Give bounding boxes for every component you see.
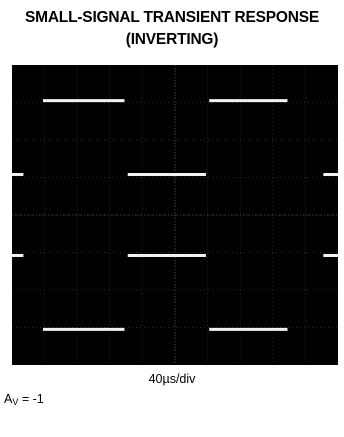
gain-value: = -1	[18, 392, 44, 406]
chart-subtitle: (INVERTING)	[125, 31, 219, 48]
chart-title: SMALL-SIGNAL TRANSIENT RESPONSE	[24, 9, 320, 26]
gain-subscript: V	[12, 397, 19, 407]
oscilloscope-screen	[12, 65, 338, 365]
gain-annotation: AV = -1	[4, 392, 44, 407]
scope-traces	[12, 99, 338, 331]
gain-symbol: A	[4, 392, 13, 406]
x-axis-label: 40µs/div	[148, 372, 196, 386]
scope-graticule	[12, 65, 338, 365]
